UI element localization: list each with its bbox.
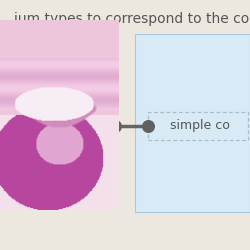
Bar: [135, 34, 250, 212]
Point: [146, 124, 150, 128]
Point: [113, 124, 117, 128]
Text: ium types to correspond to the co: ium types to correspond to the co: [14, 12, 250, 26]
Bar: [148, 112, 248, 140]
Text: simple co: simple co: [170, 120, 230, 132]
